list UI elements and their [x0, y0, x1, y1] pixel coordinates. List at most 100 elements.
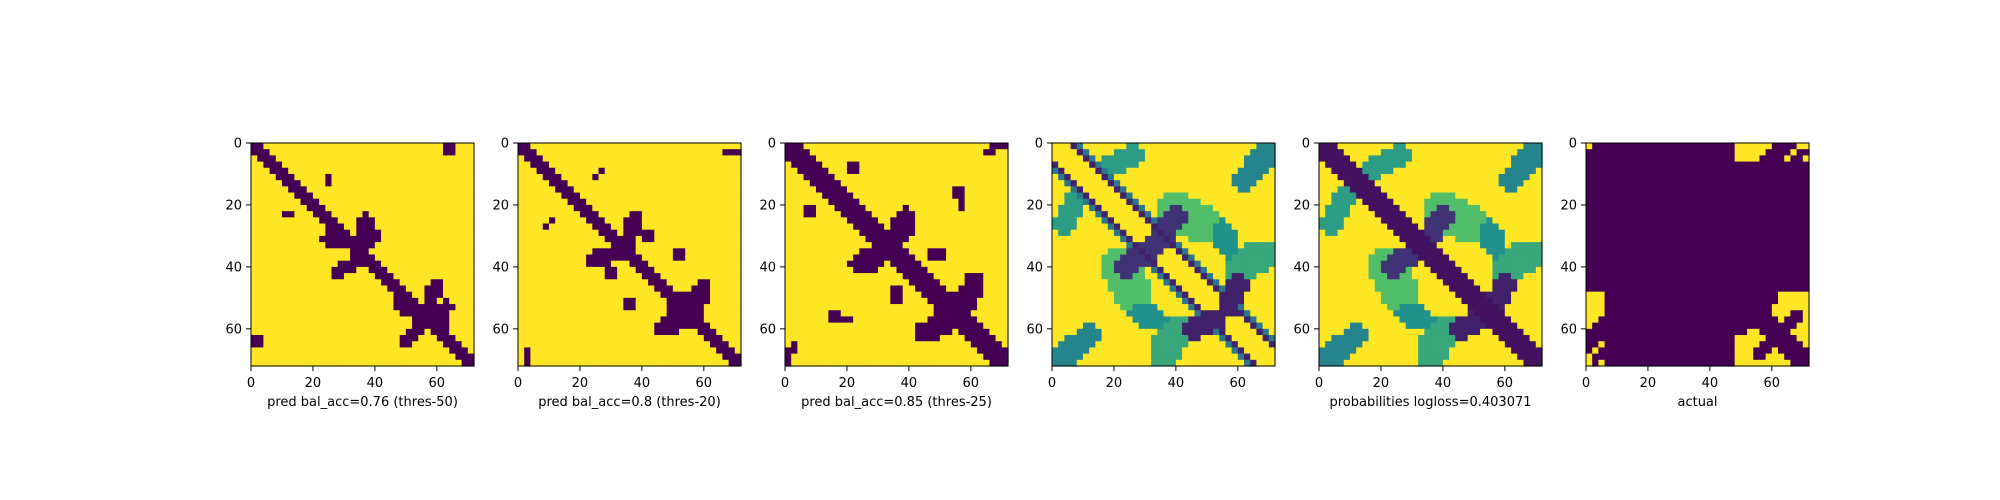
heatmap-cell — [983, 304, 991, 311]
heatmap-cell — [350, 248, 357, 256]
heatmap-cell — [455, 223, 463, 231]
heatmap-cell — [890, 322, 898, 330]
heatmap-cell — [697, 204, 705, 212]
heatmap-cell — [679, 304, 686, 311]
heatmap-cell — [399, 291, 407, 299]
heatmap-cell — [1200, 242, 1208, 249]
heatmap-cell — [977, 173, 984, 181]
heatmap-cell — [412, 161, 419, 169]
heatmap-cell — [623, 322, 631, 330]
heatmap-cell — [536, 143, 544, 150]
heatmap-cell — [1225, 254, 1233, 262]
heatmap-cell — [685, 359, 693, 367]
heatmap-cell — [734, 285, 742, 293]
heatmap-cell — [1058, 198, 1065, 206]
heatmap-cell — [939, 223, 947, 231]
heatmap-cell — [1101, 204, 1109, 212]
heatmap-cell — [1262, 291, 1270, 299]
heatmap-cell — [970, 186, 978, 194]
heatmap-cell — [859, 180, 867, 187]
heatmap-cell — [1262, 211, 1270, 218]
heatmap-cell — [343, 279, 351, 287]
heatmap-cell — [722, 229, 730, 237]
heatmap-cell — [561, 347, 569, 355]
heatmap-cell — [1206, 291, 1214, 299]
heatmap-cell — [933, 155, 941, 163]
heatmap-cell — [524, 229, 531, 237]
heatmap-cell — [890, 242, 898, 249]
heatmap-cell — [964, 248, 972, 256]
heatmap-cell — [970, 217, 978, 225]
heatmap-cell — [797, 235, 805, 243]
heatmap-cell — [877, 248, 885, 256]
heatmap-cell — [542, 328, 550, 336]
heatmap-cell — [648, 229, 655, 237]
heatmap-cell — [1169, 279, 1177, 287]
heatmap-cell — [964, 198, 972, 206]
heatmap-cell — [300, 285, 308, 293]
heatmap-cell — [666, 223, 674, 231]
heatmap-cell — [989, 186, 997, 194]
heatmap-cell — [1200, 155, 1208, 163]
heatmap-cell — [1058, 248, 1065, 256]
heatmap-cell — [337, 341, 345, 349]
heatmap-cell — [890, 335, 898, 342]
heatmap-cell — [785, 304, 792, 311]
heatmap-cell — [970, 341, 978, 349]
heatmap-cell — [263, 359, 271, 367]
heatmap-cell — [573, 266, 581, 274]
heatmap-cell — [294, 273, 302, 280]
heatmap-cell — [822, 229, 829, 237]
heatmap-cell — [1132, 192, 1140, 200]
heatmap-cell — [890, 310, 898, 318]
heatmap-cell — [1188, 242, 1196, 249]
heatmap-cell — [288, 248, 295, 256]
heatmap-cell — [983, 235, 991, 243]
heatmap-cell — [896, 229, 904, 237]
heatmap-cell — [412, 310, 419, 318]
heatmap-cell — [1206, 161, 1214, 169]
heatmap-cell — [436, 266, 444, 274]
heatmap-cell — [846, 353, 854, 361]
heatmap-cell — [319, 198, 326, 206]
heatmap-cell — [331, 254, 339, 262]
heatmap-cell — [946, 347, 953, 355]
heatmap-cell — [977, 328, 984, 336]
heatmap-cell — [660, 316, 668, 324]
heatmap-cell — [902, 310, 910, 318]
heatmap-cell — [548, 353, 556, 361]
heatmap-cell — [319, 186, 326, 194]
heatmap-cell — [834, 353, 842, 361]
heatmap-cell — [412, 242, 419, 249]
heatmap-cell — [343, 186, 351, 194]
heatmap-cell — [530, 335, 538, 342]
heatmap-cell — [908, 304, 916, 311]
heatmap-cell — [983, 149, 991, 156]
heatmap-cell — [275, 316, 283, 324]
heatmap-cell — [430, 347, 438, 355]
heatmap-cell — [859, 211, 867, 218]
heatmap-cell — [319, 341, 326, 349]
heatmap-cell — [797, 192, 805, 200]
heatmap-cell — [828, 180, 836, 187]
heatmap-cell — [467, 173, 475, 181]
heatmap-cell — [331, 235, 339, 243]
heatmap-cell — [728, 285, 736, 293]
heatmap-cell — [1113, 211, 1121, 218]
heatmap-cell — [648, 273, 655, 280]
heatmap-cell — [579, 291, 587, 299]
heatmap-cell — [679, 155, 686, 163]
heatmap-cell — [834, 149, 842, 156]
heatmap-cell — [362, 310, 370, 318]
heatmap-cell — [1188, 217, 1196, 225]
heatmap-cell — [915, 335, 922, 342]
heatmap-cell — [300, 186, 308, 194]
heatmap-cell — [1120, 266, 1127, 274]
heatmap-cell — [1113, 186, 1121, 194]
heatmap-cell — [791, 266, 798, 274]
heatmap-cell — [579, 316, 587, 324]
heatmap-cell — [288, 186, 295, 194]
heatmap-cell — [467, 229, 475, 237]
heatmap-cell — [710, 359, 717, 367]
heatmap-cell — [902, 291, 910, 299]
